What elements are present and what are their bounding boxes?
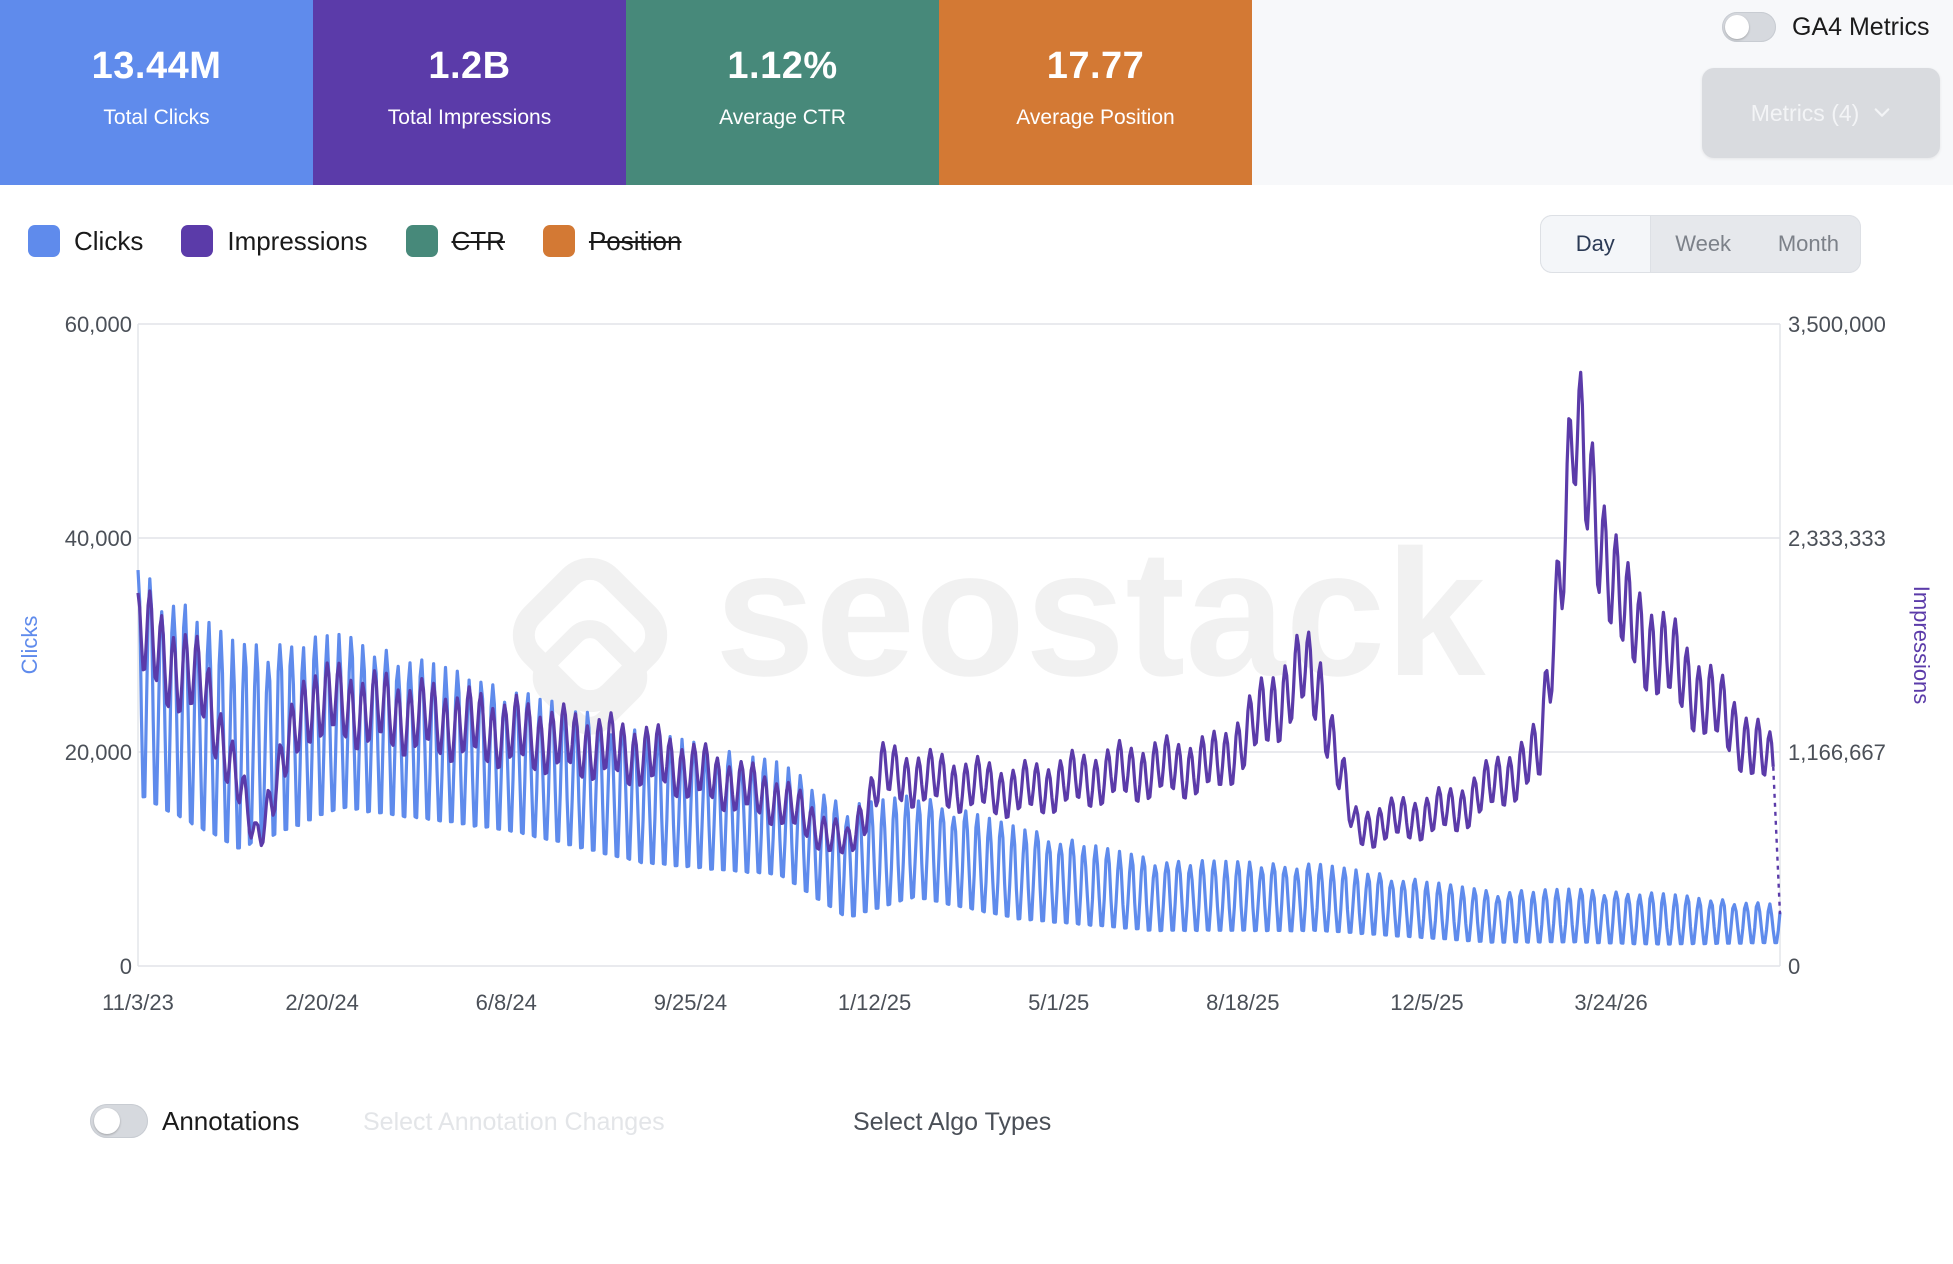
x-tick-label: 8/18/25	[1206, 990, 1279, 1015]
kpi-average-position[interactable]: 17.77 Average Position	[939, 0, 1252, 185]
kpi-label: Total Clicks	[103, 106, 210, 129]
y-right-tick-label: 1,166,667	[1788, 740, 1886, 765]
chart-legend: Clicks Impressions CTR Position	[28, 225, 719, 257]
y-axis-left-title: Clicks	[17, 616, 42, 675]
metrics-dropdown-label: Metrics (4)	[1750, 99, 1860, 126]
kpi-total-impressions[interactable]: 1.2B Total Impressions	[313, 0, 626, 185]
chart-grid	[137, 323, 1781, 967]
kpi-average-ctr[interactable]: 1.12% Average CTR	[626, 0, 939, 185]
y-right-tick-label: 3,500,000	[1788, 312, 1886, 337]
x-axis: 11/3/23 2/20/24 6/8/24 9/25/24 1/12/25 5/1/25…	[102, 990, 1648, 1015]
x-tick-label: 11/3/23	[102, 990, 174, 1015]
ga4-metrics-control: GA4 Metrics	[1722, 12, 1930, 42]
y-axis-left: 0 20,000 40,000 60,000	[65, 312, 132, 979]
toggle-knob	[1725, 15, 1749, 39]
y-left-tick-label: 0	[120, 954, 132, 979]
legend-swatch	[542, 225, 575, 257]
chevron-down-icon	[1874, 108, 1890, 117]
x-tick-label: 2/20/24	[285, 990, 358, 1015]
y-left-tick-label: 20,000	[65, 740, 132, 765]
legend-label: Impressions	[227, 225, 368, 256]
toggle-knob	[94, 1108, 120, 1134]
legend-swatch	[181, 225, 214, 257]
seostack-watermark: seostack	[512, 513, 1486, 735]
performance-chart[interactable]: seostack 0 20,000 40,000 60,000 0 1,166,667 2…	[0, 290, 1953, 1050]
annotations-toggle[interactable]	[90, 1104, 148, 1138]
granularity-week-button[interactable]: Week	[1675, 231, 1732, 256]
ga4-metrics-toggle[interactable]	[1722, 12, 1776, 42]
legend-swatch	[405, 225, 438, 257]
annotation-changes-select[interactable]: Select Annotation Changes	[363, 1108, 665, 1136]
kpi-value: 13.44M	[91, 45, 222, 87]
x-tick-label: 9/25/24	[654, 990, 727, 1015]
kpi-label: Average CTR	[719, 106, 846, 129]
metrics-dropdown[interactable]: Metrics (4)	[1702, 68, 1940, 158]
legend-item-position[interactable]: Position	[542, 225, 682, 257]
x-tick-label: 12/5/25	[1390, 990, 1463, 1015]
x-tick-label: 3/24/26	[1574, 990, 1647, 1015]
watermark-text: seostack	[715, 513, 1486, 714]
annotations-control: Annotations	[90, 1104, 299, 1138]
legend-item-ctr[interactable]: CTR	[405, 225, 505, 257]
kpi-label: Average Position	[1016, 106, 1175, 129]
ga4-metrics-label: GA4 Metrics	[1792, 12, 1930, 41]
x-tick-label: 1/12/25	[838, 990, 911, 1015]
y-right-tick-label: 0	[1788, 954, 1800, 979]
kpi-value: 1.12%	[727, 45, 838, 87]
y-left-tick-label: 40,000	[65, 526, 132, 551]
legend-swatch	[28, 225, 60, 257]
kpi-value: 17.77	[1046, 45, 1145, 87]
kpi-value: 1.2B	[428, 45, 511, 87]
algo-types-select[interactable]: Select Algo Types	[853, 1108, 1052, 1136]
annotations-label: Annotations	[162, 1105, 300, 1136]
series-tail-impressions	[1772, 766, 1782, 915]
y-right-tick-label: 2,333,333	[1788, 526, 1886, 551]
legend-item-clicks[interactable]: Clicks	[28, 225, 143, 257]
y-left-tick-label: 60,000	[65, 312, 132, 337]
granularity-selector: Day Week Month	[1540, 215, 1861, 273]
series-line-impressions	[136, 370, 1775, 855]
kpi-label: Total Impressions	[387, 106, 552, 129]
x-tick-label: 5/1/25	[1028, 990, 1089, 1015]
y-axis-right-title: Impressions	[1909, 586, 1934, 705]
y-axis-right: 0 1,166,667 2,333,333 3,500,000	[1788, 312, 1886, 979]
granularity-day-button[interactable]: Day	[1540, 215, 1651, 273]
legend-item-impressions[interactable]: Impressions	[181, 225, 368, 257]
legend-label: CTR	[451, 225, 505, 256]
kpi-total-clicks[interactable]: 13.44M Total Clicks	[0, 0, 313, 185]
granularity-month-button[interactable]: Month	[1777, 231, 1839, 256]
legend-label: Clicks	[74, 225, 144, 256]
x-tick-label: 6/8/24	[476, 990, 537, 1015]
legend-label: Position	[588, 225, 682, 256]
